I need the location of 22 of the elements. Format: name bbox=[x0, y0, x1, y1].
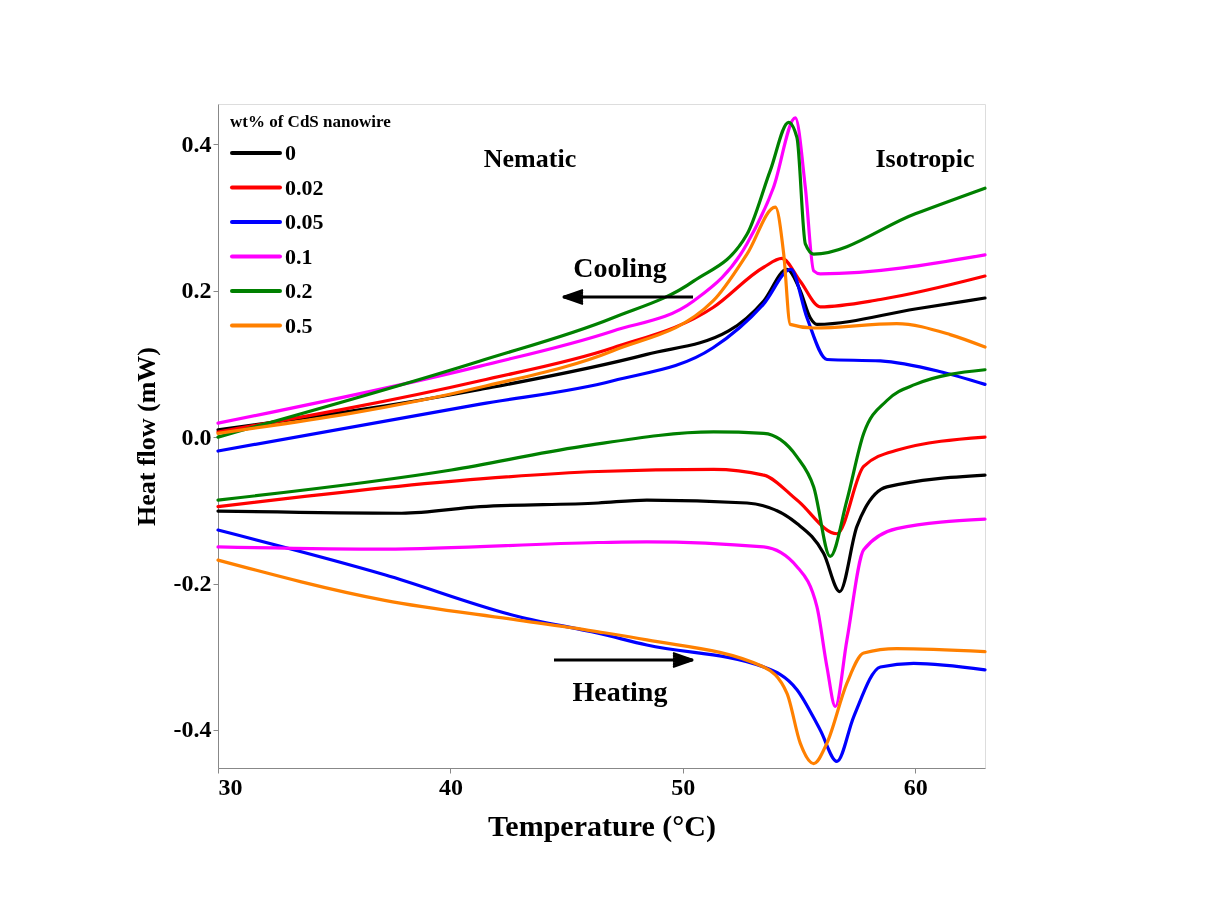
annotation: Isotropic bbox=[875, 144, 975, 173]
y-tick-label: 0.2 bbox=[181, 277, 212, 304]
legend-title: wt% of CdS nanowire bbox=[230, 112, 392, 131]
annotation: Nematic bbox=[483, 144, 577, 173]
legend-label: 0.2 bbox=[285, 278, 313, 303]
x-tick-label: 50 bbox=[671, 773, 696, 800]
y-tick-label: -0.2 bbox=[173, 570, 212, 597]
y-axis-title: Heat flow (mW) bbox=[131, 346, 161, 527]
x-tick-label: 60 bbox=[903, 773, 928, 800]
annotation: Heating bbox=[572, 676, 668, 707]
legend-label: 0.05 bbox=[285, 209, 324, 234]
y-tick-label: 0.0 bbox=[181, 423, 212, 450]
legend-label: 0.5 bbox=[285, 312, 313, 338]
x-tick-label: 30 bbox=[218, 773, 243, 800]
y-tick-label: 0.4 bbox=[181, 130, 212, 157]
y-tick-label: -0.4 bbox=[173, 716, 212, 743]
x-tick-label: 40 bbox=[438, 773, 463, 800]
x-axis-title: Temperature (°C) bbox=[488, 808, 716, 843]
legend-label: 0 bbox=[285, 140, 296, 165]
annotation: Cooling bbox=[573, 252, 667, 283]
legend-label: 0.02 bbox=[285, 174, 324, 200]
legend-label: 0.1 bbox=[285, 243, 313, 269]
